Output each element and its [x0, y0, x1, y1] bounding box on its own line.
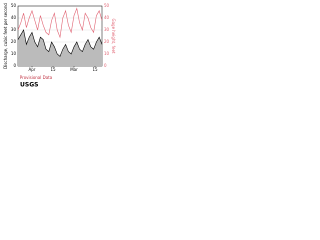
x-tick-label: Mar [70, 67, 78, 72]
y-tick-label: 40 [11, 15, 17, 20]
y2-tick-label: 10 [104, 51, 110, 56]
y2-axis-label: Gage height, feet [111, 18, 116, 53]
chart: Discharge, cubic feet per second Gage he… [3, 3, 116, 89]
series-line [17, 7, 103, 39]
y2-tick-label: 50 [104, 3, 110, 8]
x-tick-label: 15 [50, 67, 56, 72]
y-tick-label: 0 [13, 63, 16, 68]
footer: Provisional Data [20, 75, 53, 80]
y2-tick-label: 30 [104, 27, 110, 32]
area [18, 30, 102, 66]
y-tick-label: 50 [11, 3, 17, 8]
x-tick-label: Apr [29, 67, 36, 72]
series-line [17, 29, 103, 57]
logo: USGS [20, 82, 38, 89]
x-tick-label: 15 [92, 67, 98, 72]
y-axis-label: Discharge, cubic feet per second [3, 3, 8, 69]
y-tick-label: 30 [11, 27, 17, 32]
y2-tick-label: 20 [104, 39, 110, 44]
y-tick-label: 10 [11, 51, 17, 56]
y2-tick-label: 40 [104, 15, 110, 20]
y2-tick-label: 0 [104, 63, 107, 68]
y-tick-label: 20 [11, 39, 17, 44]
